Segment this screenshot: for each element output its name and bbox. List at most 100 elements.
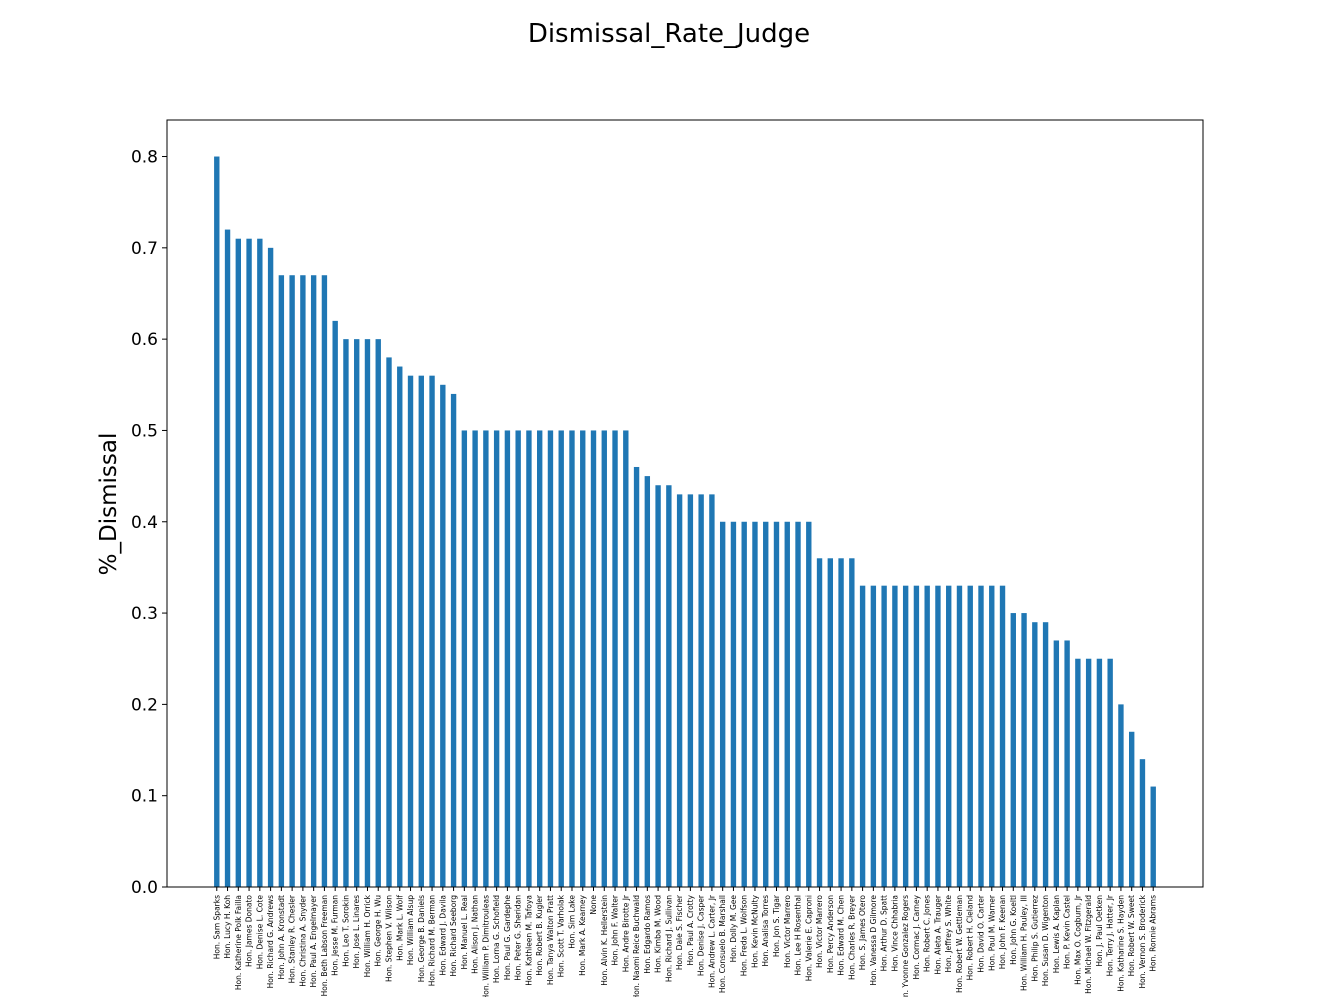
bar [440,384,446,887]
x-tick-label: Hon. Scott T. Varholak [557,894,566,977]
x-tick-label: Hon. John F. Walter [611,894,620,965]
x-tick-label: Hon. Kevin McNulty [750,894,759,968]
bar [719,521,726,887]
bar [1021,613,1027,887]
bar [1139,759,1146,887]
x-tick-label: Hon. Paul A. Engelmayer [309,894,318,987]
bar [838,558,844,887]
y-tick-label: 0.7 [131,239,158,259]
x-tick-label: Hon. J. Paul Oetken [1095,895,1104,967]
x-tick-label: Hon. Christina A. Snyder [298,894,307,987]
x-tick-label: Hon. Edgardo Ramos [643,895,652,974]
x-tick-label: Hon. George B. Daniels [417,895,426,982]
bar [418,375,424,887]
bar [321,275,328,887]
x-tick-label: Hon. Dale S. Fischer [675,894,684,970]
x-tick-label: Hon. Stanley R. Chesler [288,894,297,983]
x-tick-label: Hon. Max O. Cogburn, Jr [1073,894,1082,985]
bar [375,339,381,888]
x-tick-label: Hon. Peter G. Sheridan [514,895,523,981]
bar [601,430,607,887]
bar [644,476,651,887]
x-tick-label: Hon. Terry J. Hatter, Jr [1106,894,1115,976]
bar [472,430,478,887]
bar [623,430,629,887]
bar [1085,658,1092,887]
x-tick-label: Hon. Alison J. Nathan [471,895,480,974]
bar [1042,622,1049,887]
bar [504,430,511,887]
y-tick-label: 0.6 [131,330,158,350]
x-tick-label: Hon. Manuel L. Real [460,895,469,970]
bar [870,585,877,887]
bar [752,521,758,887]
x-tick-label: Hon. Paul A. Crotty [686,894,695,965]
bar [892,585,898,887]
bar [558,430,564,887]
y-tick-label: 0.0 [131,878,158,898]
bar [569,430,575,887]
x-tick-label: Hon. Lucy H. Koh [223,895,232,959]
x-tick-label: Hon. Freda L. Wolfson [740,895,749,977]
bar [515,430,521,887]
bar [483,430,489,887]
bar [278,275,285,887]
bar [289,275,295,887]
x-tick-label: Hon. Analisa Torres [761,895,770,967]
y-tick-label: 0.2 [131,695,158,715]
plot-frame [166,119,1204,888]
bar [666,485,672,887]
x-tick-label: Hon. Jeffrey S. White [944,895,953,973]
x-tick-label: Hon. Aleta A. Trauger [933,894,942,975]
x-tick-label: Hon. Victor Marrero [783,895,792,968]
bar [978,585,984,887]
x-tick-label: Hon. Lorna G. Schofield [492,895,501,983]
x-tick-label: Hon. Richard Seeborg [449,895,458,977]
x-tick-label: Hon. Charles R. Breyer [847,894,856,980]
bar [1032,622,1038,887]
x-tick-label: Hon. Lee H Rosenthal [794,895,803,976]
bar [687,494,694,887]
x-tick-label: Hon. James Donato [245,895,254,967]
x-tick-label: Hon. Sim Lake [567,895,576,949]
bar [1107,658,1113,887]
x-tick-label: Hon. William H. Pauley, III [1020,895,1029,991]
bar [1118,704,1124,887]
x-tick-label: Hon. Katharine S. Hayden [1116,895,1125,992]
x-tick-label: Hon. Katherine Polk Failla [234,895,243,990]
x-tick-label: Hon. William H. Orrick [363,894,372,977]
y-tick-label: 0.8 [131,148,158,168]
bar [526,430,532,887]
bar [967,585,973,887]
bar [1010,613,1016,887]
x-tick-label: Hon. David O. Carter [977,894,986,973]
x-tick-label: Hon. Andrew L. Carter, Jr [707,894,716,988]
x-tick-label: Hon. Victor Marrero [815,895,824,968]
x-tick-label: Hon. Michael W. Fitzgerald [1084,895,1093,994]
bar [946,585,952,887]
x-tick-label: Hon. Andre Birotte Jr [621,894,630,972]
bar [924,585,930,887]
x-tick-label: Hon. George H. Wu [374,895,383,967]
x-tick-label: Hon. Richard M. Berman [428,895,437,986]
x-tick-label: Hon. Dolly M. Gee [729,895,738,963]
bar [676,494,683,887]
bar [989,585,995,887]
x-tick-label: Hon. Mark A. Kearney [578,894,587,975]
bar [300,275,306,887]
x-tick-label: Hon. Paul G. Gardephe [503,895,512,981]
bar [214,156,220,887]
x-tick-label: Hon. Denise J. Casper [697,894,706,976]
x-tick-label: Hon. Edward J. Davila [438,895,447,976]
y-tick-label: 0.5 [131,421,158,441]
x-tick-label: Hon. Denise L. Cote [255,895,264,970]
x-tick-label: Hon. Ronnie Abrams [1149,895,1158,972]
y-tick-label: 0.4 [131,513,158,533]
x-tick-label: Hon. Cormac J. Carney [912,894,921,979]
x-tick-label: Hon. Lewis A. Kaplan [1052,895,1061,974]
x-tick-label: Hon. Percy Anderson [826,895,835,973]
bar [364,339,371,888]
x-tick-label: Hon. Philip S. Gutierrez [1030,895,1039,982]
bar [493,430,500,887]
bar [655,485,661,887]
